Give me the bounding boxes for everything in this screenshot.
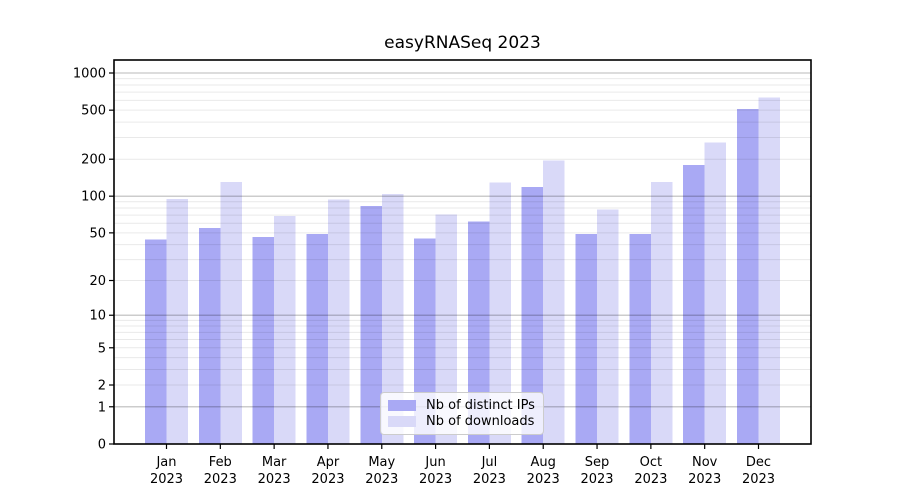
bar-downloads-nov-2023 bbox=[704, 142, 727, 444]
bar-downloads-apr-2023 bbox=[327, 199, 350, 444]
bar-distinct-ips-jan-2023 bbox=[145, 239, 167, 444]
bar-downloads-jan-2023 bbox=[166, 198, 188, 444]
x-tick-label: Feb 2023 bbox=[204, 455, 237, 487]
x-tick-label: Dec 2023 bbox=[742, 455, 775, 487]
bar-downloads-feb-2023 bbox=[220, 182, 242, 444]
legend: Nb of distinct IPs Nb of downloads bbox=[380, 392, 544, 435]
y-tick-label: 1000 bbox=[73, 67, 106, 82]
bar-distinct-ips-nov-2023 bbox=[683, 165, 705, 445]
y-tick-label: 50 bbox=[89, 226, 106, 241]
y-tick-label: 1 bbox=[98, 400, 106, 415]
y-tick-label: 5 bbox=[98, 341, 106, 356]
y-tick-label: 200 bbox=[81, 153, 106, 168]
x-tick-label: May 2023 bbox=[365, 455, 398, 487]
legend-label-distinct-ips: Nb of distinct IPs bbox=[426, 397, 535, 413]
plot-frame bbox=[113, 59, 812, 445]
y-tick-label: 20 bbox=[89, 274, 106, 289]
legend-item-downloads: Nb of downloads bbox=[388, 414, 535, 429]
y-tick-label: 10 bbox=[89, 309, 106, 324]
legend-label-downloads: Nb of downloads bbox=[426, 414, 535, 430]
y-tick-label: 100 bbox=[81, 190, 106, 205]
x-tick-label: Sep 2023 bbox=[580, 455, 613, 487]
bar-downloads-jun-2023 bbox=[435, 214, 458, 444]
bar-distinct-ips-may-2023 bbox=[360, 206, 382, 444]
bar-distinct-ips-mar-2023 bbox=[252, 237, 275, 444]
chart-title: easyRNASeq 2023 bbox=[384, 33, 541, 53]
bar-downloads-sep-2023 bbox=[597, 209, 619, 444]
y-tick-label: 0 bbox=[98, 438, 106, 453]
bar-distinct-ips-aug-2023 bbox=[521, 186, 544, 444]
bar-distinct-ips-apr-2023 bbox=[306, 233, 328, 444]
bar-downloads-may-2023 bbox=[381, 194, 404, 444]
bar-distinct-ips-jul-2023 bbox=[467, 221, 490, 444]
x-tick-label: Jul 2023 bbox=[473, 455, 506, 487]
y-tick-label: 500 bbox=[81, 104, 106, 119]
bar-distinct-ips-sep-2023 bbox=[575, 233, 598, 444]
bar-downloads-dec-2023 bbox=[758, 97, 780, 445]
x-tick-label: Jan 2023 bbox=[150, 455, 183, 487]
x-tick-label: Jun 2023 bbox=[419, 455, 452, 487]
bar-distinct-ips-dec-2023 bbox=[737, 109, 759, 445]
x-tick-label: Oct 2023 bbox=[634, 455, 667, 487]
x-tick-label: Aug 2023 bbox=[527, 455, 560, 487]
x-tick-label: Apr 2023 bbox=[311, 455, 344, 487]
y-tick-label: 2 bbox=[98, 379, 106, 394]
bar-downloads-jul-2023 bbox=[489, 182, 511, 444]
bar-downloads-mar-2023 bbox=[274, 215, 296, 444]
legend-item-distinct-ips: Nb of distinct IPs bbox=[388, 398, 535, 413]
bar-distinct-ips-feb-2023 bbox=[198, 227, 221, 444]
bar-downloads-aug-2023 bbox=[543, 160, 565, 444]
x-tick-label: Nov 2023 bbox=[688, 455, 721, 487]
bar-distinct-ips-oct-2023 bbox=[629, 233, 651, 444]
legend-swatch-distinct-ips bbox=[388, 399, 416, 411]
bar-downloads-oct-2023 bbox=[650, 182, 673, 444]
legend-swatch-downloads bbox=[388, 416, 416, 428]
x-tick-label: Mar 2023 bbox=[258, 455, 291, 487]
